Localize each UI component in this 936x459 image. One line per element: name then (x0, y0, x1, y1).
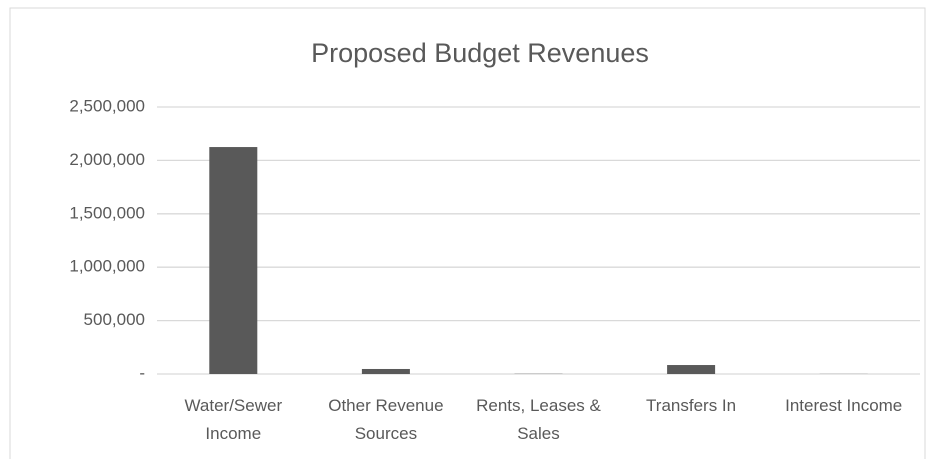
x-tick-label: Other Revenue Sources (328, 396, 444, 443)
x-tick-label: Rents, Leases & Sales (476, 396, 601, 443)
y-tick-label: 1,500,000 (69, 203, 145, 222)
bar (361, 368, 410, 374)
x-tick-label: Interest Income (785, 396, 903, 415)
bar (209, 147, 258, 374)
y-tick-label: - (139, 363, 145, 382)
y-tick-label: 2,000,000 (69, 150, 145, 169)
y-tick-label: 500,000 (84, 310, 145, 329)
x-tick-label: Transfers In (646, 396, 737, 415)
chart-title: Proposed Budget Revenues (311, 38, 649, 68)
bar (667, 365, 716, 374)
y-tick-label: 2,500,000 (69, 96, 145, 115)
y-tick-label: 1,000,000 (69, 257, 145, 276)
x-tick-label: Water/Sewer Income (184, 396, 283, 443)
chart-border (9, 7, 926, 459)
